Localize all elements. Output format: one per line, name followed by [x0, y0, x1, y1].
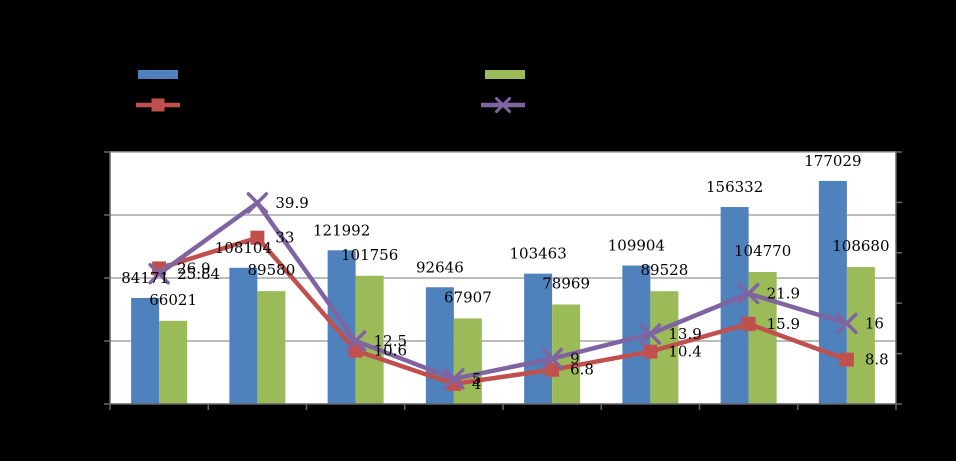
data-label-green-bars: 108680 [832, 237, 889, 255]
marker-x-purple-line [541, 347, 563, 370]
data-label-purple-line: 9 [570, 350, 580, 368]
bar-green-bars [846, 267, 875, 404]
data-label-blue-bars: 156332 [706, 178, 763, 196]
data-label-purple-line: 12.5 [374, 332, 407, 350]
data-label-green-bars: 101756 [341, 246, 398, 264]
data-label-blue-bars: 121992 [313, 221, 370, 239]
data-label-green-bars: 67907 [444, 288, 492, 306]
purple-line-path [157, 199, 848, 382]
data-label-red-line: 10.4 [668, 343, 701, 361]
bar-blue-bars [818, 180, 847, 404]
bar-blue-bars [131, 297, 160, 404]
marker-x-purple-line [737, 282, 760, 305]
data-label-green-bars: 89528 [641, 261, 689, 279]
data-label-blue-bars: 177029 [804, 152, 861, 170]
data-label-green-bars: 78969 [542, 274, 590, 292]
marker-square-red-line [250, 230, 265, 245]
marker-x-purple-line [836, 312, 858, 335]
data-label-blue-bars: 109904 [608, 237, 665, 255]
marker-x-purple-line [639, 323, 662, 345]
data-label-red-line: 10.6 [374, 342, 407, 360]
data-label-purple-line: 16 [865, 314, 884, 332]
bar-blue-bars [229, 267, 258, 404]
marker-x-purple-line [344, 330, 367, 352]
legend-marker-square-icon [151, 98, 165, 112]
bar-green-bars [355, 275, 384, 404]
data-label-purple-line: 39.9 [275, 194, 308, 212]
bar-green-bars [257, 291, 286, 404]
data-label-purple-line: 21.9 [767, 285, 800, 303]
data-label-green-bars: 66021 [149, 291, 197, 309]
bar-blue-bars [327, 250, 356, 404]
data-label-red-line: 4 [472, 375, 482, 393]
red-line-path [158, 235, 848, 387]
data-label-green-bars: 104770 [734, 242, 791, 260]
data-label-red-line: 33 [275, 229, 294, 247]
bar-blue-bars [524, 273, 553, 404]
data-label-blue-bars: 108104 [215, 239, 272, 257]
data-label-blue-bars: 92646 [416, 258, 464, 276]
data-label-green-bars: 89580 [248, 261, 296, 279]
marker-x-purple-line [443, 368, 465, 390]
data-label-blue-bars: 84171 [121, 269, 169, 287]
data-label-red-line: 8.8 [865, 351, 889, 369]
marker-square-red-line [839, 352, 854, 367]
data-label-purple-line: 5 [472, 370, 482, 388]
data-label-red-line: 26.9 [177, 259, 210, 277]
legend-bar-swatch-blue-bars [138, 70, 178, 79]
data-label-red-line: 15.9 [767, 315, 800, 333]
marker-square-red-line [348, 343, 363, 358]
legend-bar-swatch-green-bars [485, 70, 525, 79]
marker-x-purple-line [246, 192, 269, 214]
data-label-purple-line: 25.84 [177, 265, 220, 283]
bar-green-bars [159, 320, 188, 404]
marker-square-red-line [643, 344, 658, 359]
data-label-blue-bars: 103463 [509, 245, 566, 263]
data-label-purple-line: 13.9 [668, 325, 701, 343]
legend-marker-x-icon [495, 97, 511, 113]
data-label-red-line: 6.8 [570, 361, 594, 379]
marker-square-red-line [741, 316, 756, 331]
marker-x-purple-line [148, 263, 170, 285]
marker-square-red-line [545, 362, 560, 377]
